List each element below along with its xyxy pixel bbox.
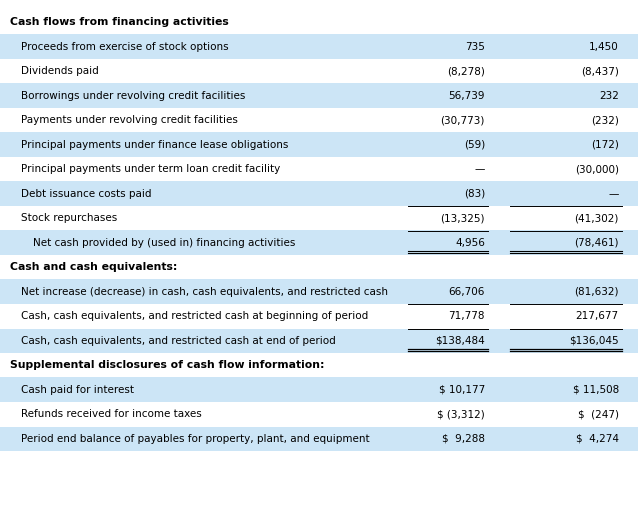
Text: $  9,288: $ 9,288 xyxy=(442,434,485,444)
Text: (41,302): (41,302) xyxy=(574,213,619,223)
Text: (13,325): (13,325) xyxy=(440,213,485,223)
Text: (78,461): (78,461) xyxy=(574,238,619,248)
Text: $ (3,312): $ (3,312) xyxy=(437,409,485,419)
Bar xyxy=(0,132,638,157)
Text: 1,450: 1,450 xyxy=(589,42,619,52)
Text: Debt issuance costs paid: Debt issuance costs paid xyxy=(21,189,152,199)
Bar xyxy=(0,279,638,304)
Text: 217,677: 217,677 xyxy=(575,311,619,321)
Text: Net increase (decrease) in cash, cash equivalents, and restricted cash: Net increase (decrease) in cash, cash eq… xyxy=(21,287,388,297)
Text: Cash, cash equivalents, and restricted cash at end of period: Cash, cash equivalents, and restricted c… xyxy=(21,335,336,346)
Text: $ 11,508: $ 11,508 xyxy=(573,385,619,395)
Text: $  4,274: $ 4,274 xyxy=(576,434,619,444)
Bar xyxy=(0,377,638,402)
Text: (8,278): (8,278) xyxy=(447,66,485,76)
Text: Refunds received for income taxes: Refunds received for income taxes xyxy=(21,409,202,419)
Text: $138,484: $138,484 xyxy=(435,335,485,346)
Text: Payments under revolving credit facilities: Payments under revolving credit faciliti… xyxy=(21,115,238,125)
Text: Stock repurchases: Stock repurchases xyxy=(21,213,117,223)
Text: (83): (83) xyxy=(464,189,485,199)
Text: Period end balance of payables for property, plant, and equipment: Period end balance of payables for prope… xyxy=(21,434,369,444)
Text: (232): (232) xyxy=(591,115,619,125)
Text: —: — xyxy=(609,189,619,199)
Text: (81,632): (81,632) xyxy=(574,287,619,297)
Text: (30,773): (30,773) xyxy=(440,115,485,125)
Text: Dividends paid: Dividends paid xyxy=(21,66,99,76)
Text: Principal payments under finance lease obligations: Principal payments under finance lease o… xyxy=(21,140,288,150)
Text: Cash, cash equivalents, and restricted cash at beginning of period: Cash, cash equivalents, and restricted c… xyxy=(21,311,368,321)
Text: Cash and cash equivalents:: Cash and cash equivalents: xyxy=(10,262,177,272)
Text: Supplemental disclosures of cash flow information:: Supplemental disclosures of cash flow in… xyxy=(10,360,324,370)
Text: (8,437): (8,437) xyxy=(581,66,619,76)
Text: $ 10,177: $ 10,177 xyxy=(439,385,485,395)
Text: $136,045: $136,045 xyxy=(569,335,619,346)
Text: Cash paid for interest: Cash paid for interest xyxy=(21,385,134,395)
Text: Borrowings under revolving credit facilities: Borrowings under revolving credit facili… xyxy=(21,91,246,101)
Text: Net cash provided by (used in) financing activities: Net cash provided by (used in) financing… xyxy=(33,238,295,248)
Text: 4,956: 4,956 xyxy=(455,238,485,248)
Text: (30,000): (30,000) xyxy=(575,164,619,174)
Bar xyxy=(0,427,638,451)
Bar xyxy=(0,329,638,353)
Text: (172): (172) xyxy=(591,140,619,150)
Text: 66,706: 66,706 xyxy=(449,287,485,297)
Text: Cash flows from financing activities: Cash flows from financing activities xyxy=(10,17,228,27)
Text: 71,778: 71,778 xyxy=(449,311,485,321)
Text: Principal payments under term loan credit facility: Principal payments under term loan credi… xyxy=(21,164,280,174)
Bar xyxy=(0,231,638,255)
Text: 232: 232 xyxy=(599,91,619,101)
Bar xyxy=(0,34,638,59)
Bar xyxy=(0,181,638,206)
Text: $  (247): $ (247) xyxy=(578,409,619,419)
Text: 56,739: 56,739 xyxy=(449,91,485,101)
Text: —: — xyxy=(475,164,485,174)
Bar xyxy=(0,84,638,108)
Text: 735: 735 xyxy=(465,42,485,52)
Text: Proceeds from exercise of stock options: Proceeds from exercise of stock options xyxy=(21,42,228,52)
Text: (59): (59) xyxy=(464,140,485,150)
